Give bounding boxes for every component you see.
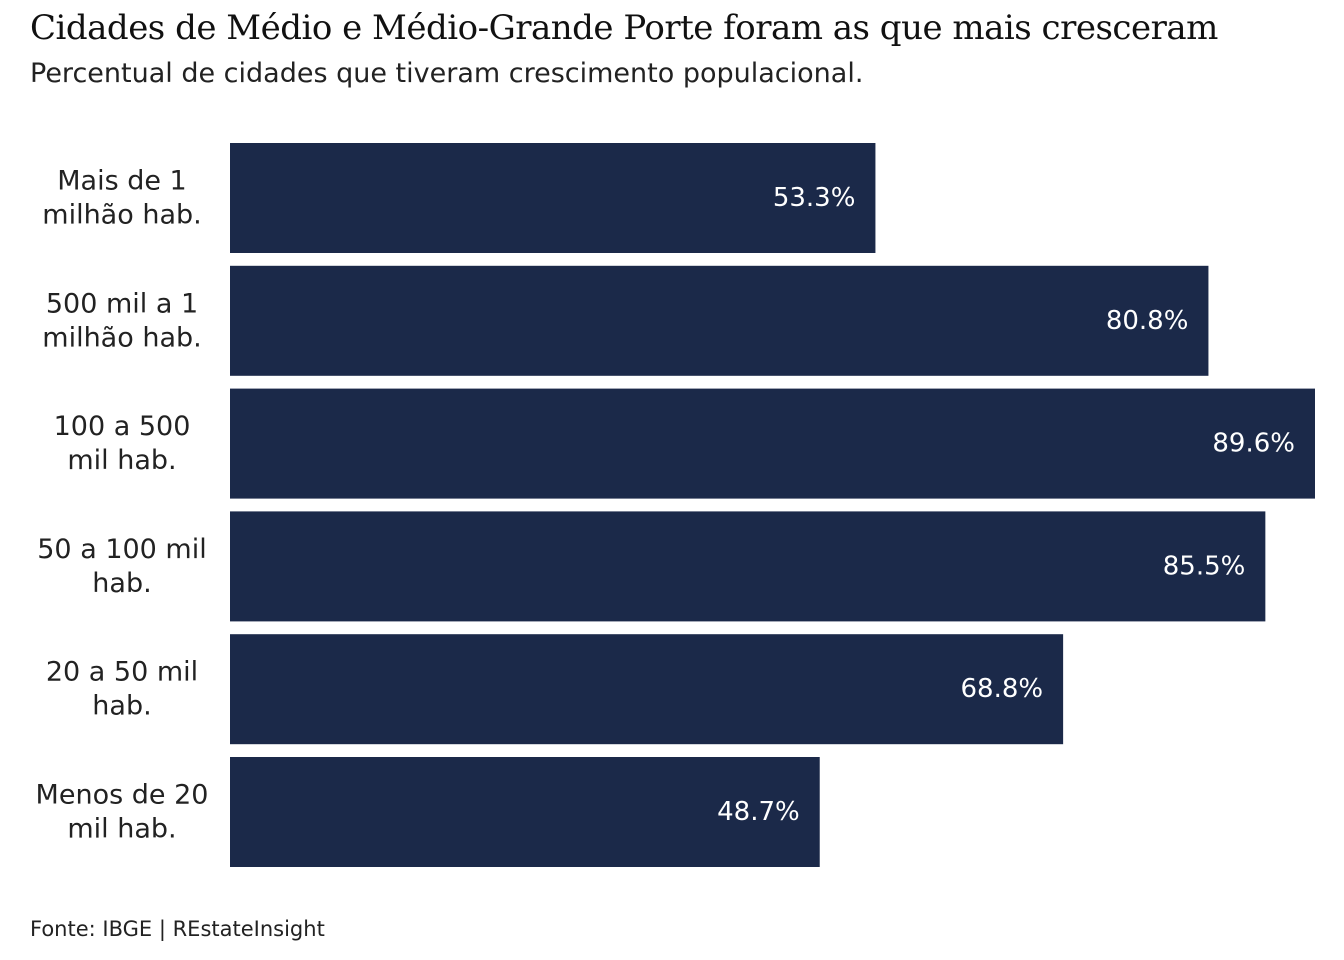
chart-subtitle: Percentual de cidades que tiveram cresci…	[30, 58, 864, 89]
bar-value-label: 89.6%	[1212, 429, 1295, 459]
bar-4	[230, 634, 1064, 745]
bar-2	[230, 388, 1315, 499]
category-label: 100 a 500 mil hab.	[54, 411, 191, 476]
bar-1	[230, 265, 1209, 376]
chart-source: Fonte: IBGE | REstateInsight	[30, 917, 325, 941]
category-label: Menos de 20 mil hab.	[36, 780, 209, 845]
bar-0	[230, 143, 876, 253]
category-label: 20 a 50 mil hab.	[46, 657, 198, 722]
bar-value-label: 85.5%	[1163, 551, 1246, 581]
chart-title: Cidades de Médio e Médio-Grande Porte fo…	[30, 8, 1218, 48]
category-label: 500 mil a 1 milhão hab.	[42, 288, 201, 353]
bar-5	[230, 757, 820, 867]
bar-3	[230, 511, 1266, 622]
bar-value-label: 48.7%	[717, 797, 800, 827]
bar-value-label: 80.8%	[1106, 306, 1189, 336]
category-label: 50 a 100 mil hab.	[37, 534, 207, 599]
bar-value-label: 53.3%	[773, 183, 856, 213]
category-label: Mais de 1 milhão hab.	[42, 166, 201, 231]
bar-value-label: 68.8%	[961, 674, 1044, 704]
